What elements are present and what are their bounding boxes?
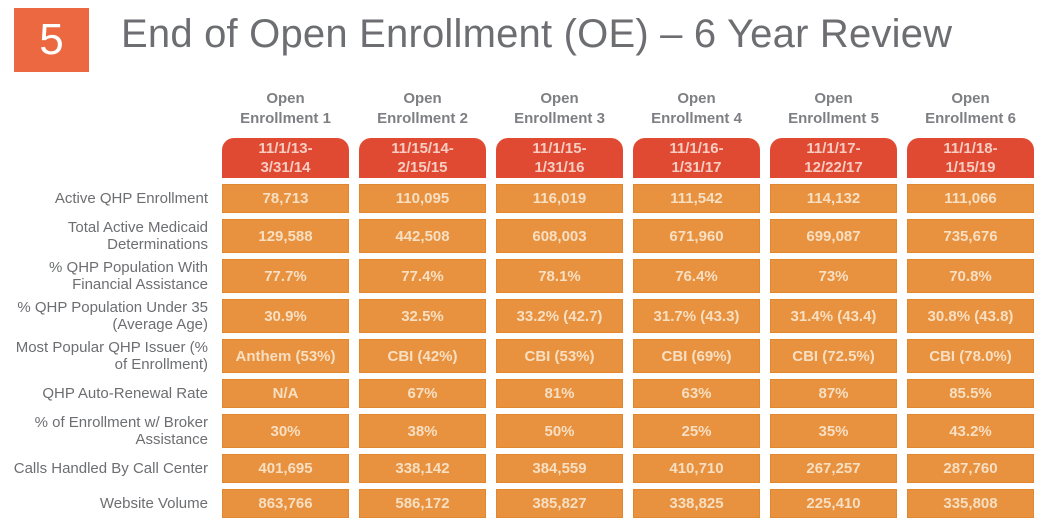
table-cell: 78,713 [222,184,349,213]
table-cell: 32.5% [359,299,486,333]
table-cell: 30% [222,414,349,448]
row-label-broker-assistance: % of Enrollment w/ Broker Assistance [34,414,208,448]
table-cell: 43.2% [907,414,1034,448]
table-cell: 410,710 [633,454,760,483]
table-cell: 442,508 [359,219,486,253]
column-header-oe1: Open Enrollment 1 [240,90,331,127]
table-cell: 699,087 [770,219,897,253]
slide-title: End of Open Enrollment (OE) – 6 Year Rev… [121,12,953,56]
column-header-oe2: Open Enrollment 2 [377,90,468,127]
table-cell: 63% [633,379,760,408]
date-range-oe3: 11/1/15- 1/31/16 [496,138,623,178]
table-cell: 129,588 [222,219,349,253]
table-cell: 608,003 [496,219,623,253]
table-cell: 671,960 [633,219,760,253]
row-label-website-volume: Website Volume [99,495,208,512]
table-cell: 76.4% [633,259,760,293]
column-header-oe4: Open Enrollment 4 [651,90,742,127]
table-cell: 77.4% [359,259,486,293]
table-cell: Anthem (53%) [222,339,349,373]
slide-number-badge: 5 [14,8,89,72]
table-cell: 78.1% [496,259,623,293]
row-label-medicaid-determinations: Total Active Medicaid Determinations [67,219,208,253]
table-cell: 30.8% (43.8) [907,299,1034,333]
row-label-popular-issuer: Most Popular QHP Issuer (% of Enrollment… [15,339,208,373]
date-range-oe5: 11/1/17- 12/22/17 [770,138,897,178]
table-cell: 385,827 [496,489,623,518]
row-label-active-qhp-enrollment: Active QHP Enrollment [54,190,208,207]
row-label-auto-renewal: QHP Auto-Renewal Rate [42,385,208,402]
table-cell: CBI (78.0%) [907,339,1034,373]
table-cell: 384,559 [496,454,623,483]
table-cell: CBI (69%) [633,339,760,373]
table-cell: 586,172 [359,489,486,518]
table-cell: 287,760 [907,454,1034,483]
table-cell: 401,695 [222,454,349,483]
table-cell: 85.5% [907,379,1034,408]
table-cell: CBI (42%) [359,339,486,373]
table-cell: 87% [770,379,897,408]
table-cell: 31.4% (43.4) [770,299,897,333]
table-cell: N/A [222,379,349,408]
table-cell: 111,542 [633,184,760,213]
table-corner-spacer [6,138,212,178]
table-cell: CBI (53%) [496,339,623,373]
table-cell: 338,142 [359,454,486,483]
table-cell: 73% [770,259,897,293]
table-corner-spacer [6,86,212,132]
table-cell: 67% [359,379,486,408]
table-cell: 30.9% [222,299,349,333]
date-range-oe4: 11/1/16- 1/31/17 [633,138,760,178]
table-cell: 116,019 [496,184,623,213]
row-label-under-35: % QHP Population Under 35 (Average Age) [17,299,208,333]
table-cell: 35% [770,414,897,448]
row-label-financial-assistance: % QHP Population With Financial Assistan… [49,259,208,293]
table-cell: 50% [496,414,623,448]
table-cell: 110,095 [359,184,486,213]
table-cell: 33.2% (42.7) [496,299,623,333]
table-cell: 225,410 [770,489,897,518]
table-cell: 111,066 [907,184,1034,213]
table-cell: 735,676 [907,219,1034,253]
date-range-oe2: 11/15/14- 2/15/15 [359,138,486,178]
table-cell: 81% [496,379,623,408]
column-header-oe3: Open Enrollment 3 [514,90,605,127]
table-cell: 267,257 [770,454,897,483]
column-header-oe5: Open Enrollment 5 [788,90,879,127]
date-range-oe1: 11/1/13- 3/31/14 [222,138,349,178]
table-cell: 114,132 [770,184,897,213]
date-range-oe6: 11/1/18- 1/15/19 [907,138,1034,178]
table-cell: 338,825 [633,489,760,518]
table-cell: 863,766 [222,489,349,518]
table-cell: 25% [633,414,760,448]
column-header-oe6: Open Enrollment 6 [925,90,1016,127]
table-cell: 38% [359,414,486,448]
table-cell: CBI (72.5%) [770,339,897,373]
table-cell: 77.7% [222,259,349,293]
table-cell: 335,808 [907,489,1034,518]
table-cell: 31.7% (43.3) [633,299,760,333]
enrollment-review-table: Open Enrollment 1 Open Enrollment 2 Open… [6,86,1034,518]
row-label-call-center: Calls Handled By Call Center [13,460,208,477]
table-cell: 70.8% [907,259,1034,293]
